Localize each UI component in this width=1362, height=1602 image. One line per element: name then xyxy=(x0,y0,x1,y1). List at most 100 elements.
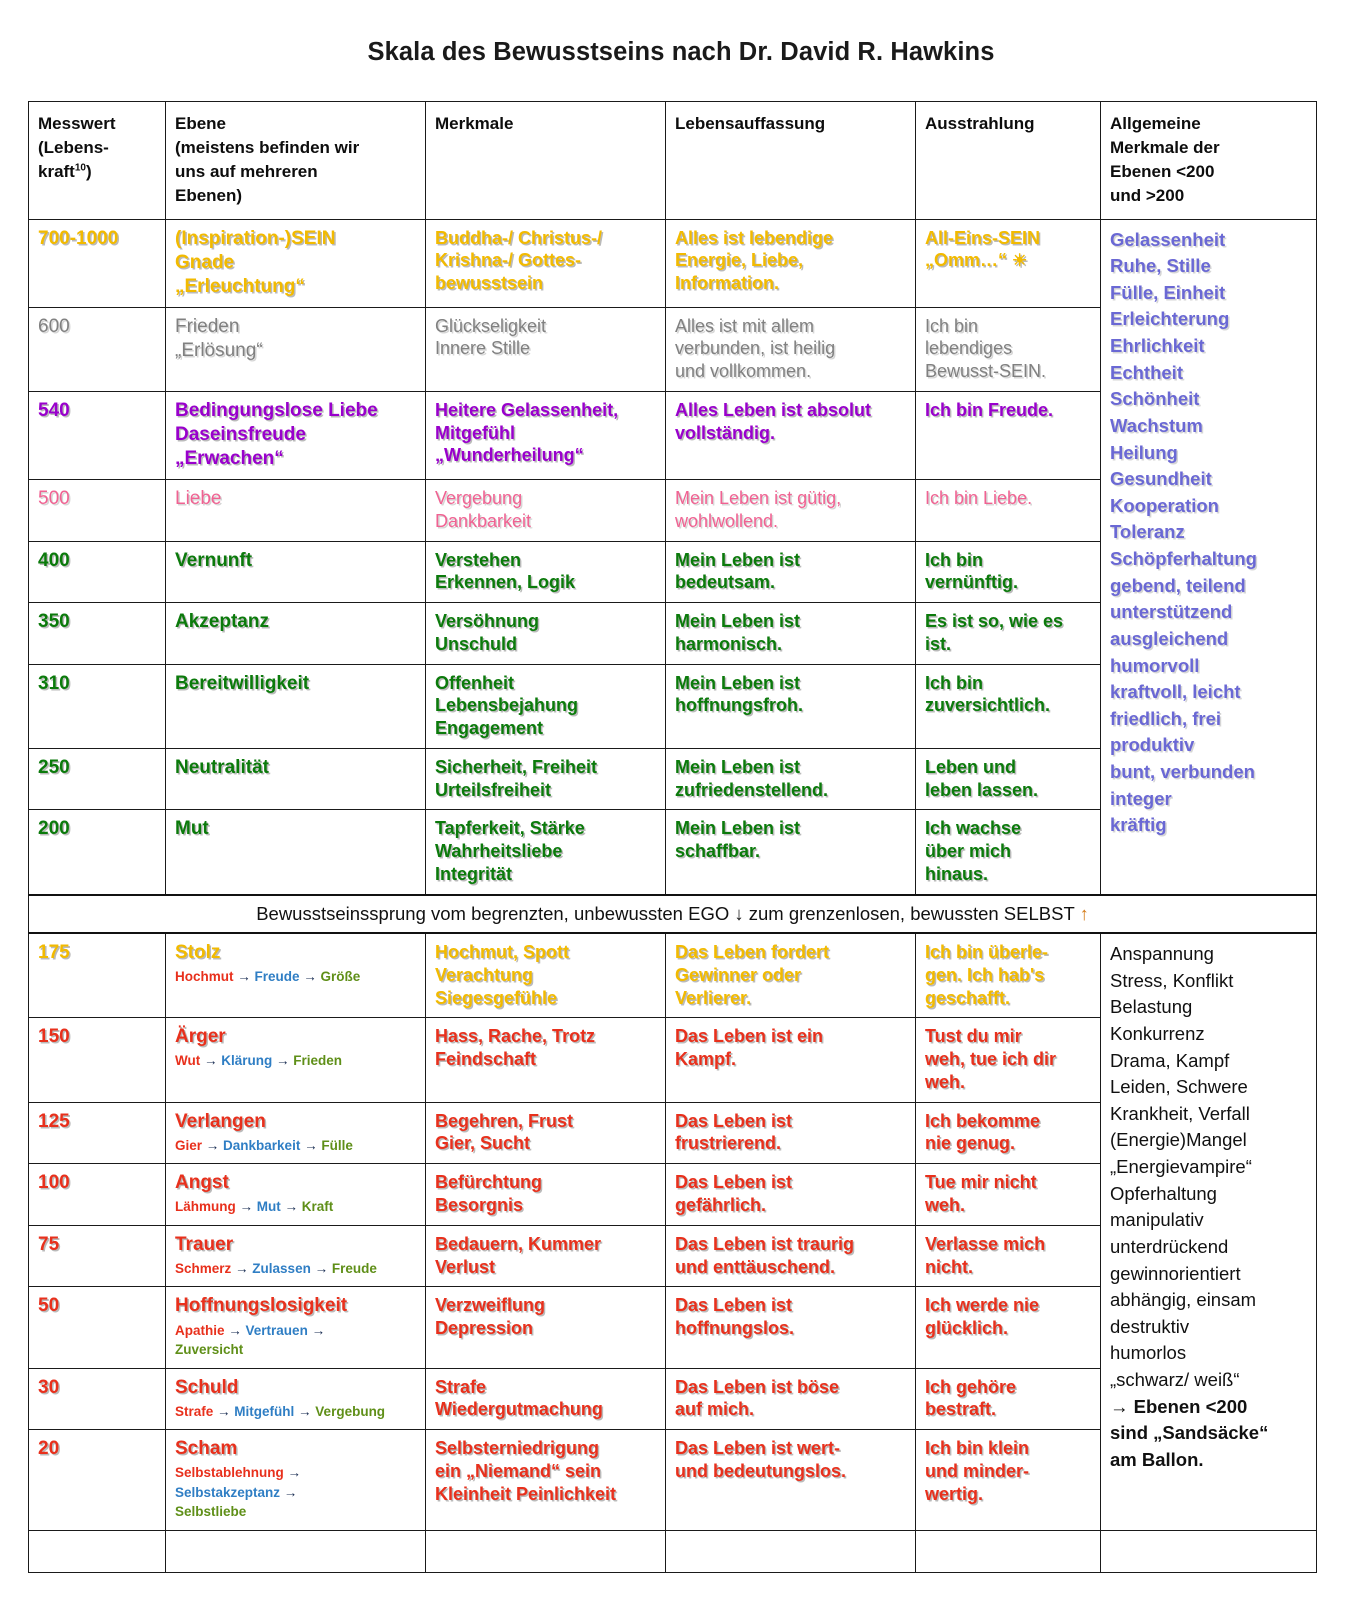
radiance: Ich bin Liebe. xyxy=(915,478,1101,542)
consciousness-jump-text: Bewusstseinssprung vom begrenzten, unbew… xyxy=(28,893,1317,935)
sun-icon: ☀ xyxy=(1012,251,1028,271)
characteristics: Sicherheit, Freiheit Urteilsfreiheit xyxy=(425,747,666,811)
radiance: Ich bin lebendiges Bewusst-SEIN. xyxy=(915,306,1101,392)
level-name: Ärger Wut → Klärung → Frieden xyxy=(165,1017,426,1103)
measure-value: 700-1000 xyxy=(28,218,166,308)
life-view: Das Leben ist frustrierend. xyxy=(665,1101,916,1165)
page-title: Skala des Bewusstseins nach Dr. David R.… xyxy=(367,38,995,66)
radiance: All-Eins-SEIN „Omm…“ ☀ xyxy=(915,218,1101,308)
measure-value: 350 xyxy=(28,602,166,665)
characteristics: Versöhnung Unschuld xyxy=(425,602,666,665)
level-name: Verlangen Gier → Dankbarkeit → Fülle xyxy=(165,1101,426,1165)
table-row: 50 Hoffnungslosigkeit Apathie → Vertrauen … xyxy=(28,1286,1317,1369)
life-view: Mein Leben ist bedeutsam. xyxy=(665,540,916,604)
consciousness-jump-divider-row: Bewusstseinssprung vom begrenzten, unbew… xyxy=(28,893,1317,935)
table-row: 500 Liebe Vergebung Dankbarkeit Mein Leben i… xyxy=(28,478,1317,542)
level-name: Angst Lähmung → Mut → Kraft xyxy=(165,1163,426,1226)
level-name: Bedingungslose Liebe Daseinsfreude „Erwach… xyxy=(165,390,426,480)
level-name: Schuld Strafe → Mitgefühl → Vergebung xyxy=(165,1367,426,1431)
table-row: 310 Bereitwilligkeit Offenheit Lebensbejahu… xyxy=(28,663,1317,749)
transformation-path: Gier → Dankbarkeit → Fülle xyxy=(175,1137,353,1153)
radiance: Es ist so, wie es ist. xyxy=(915,602,1101,665)
radiance: Leben und leben lassen. xyxy=(915,747,1101,811)
characteristics: Hochmut, Spott Verachtung Siegesgefühle xyxy=(425,932,666,1019)
characteristics: Bedauern, Kummer Verlust xyxy=(425,1224,666,1288)
transformation-path: Hochmut → Freude → Größe xyxy=(175,969,361,985)
life-view: Mein Leben ist zufriedenstellend. xyxy=(665,747,916,811)
transformation-path: Apathie → Vertrauen → Zuversicht xyxy=(175,1322,326,1358)
measure-value: 200 xyxy=(28,809,166,896)
radiance: Ich bin zuversichtlich. xyxy=(915,663,1101,749)
level-name: Neutralität xyxy=(165,747,426,811)
characteristics: Hass, Rache, Trotz Feindschaft xyxy=(425,1017,666,1103)
measure-value: 500 xyxy=(28,478,166,542)
measure-value: 50 xyxy=(28,1286,166,1369)
table-row: 150 Ärger Wut → Klärung → Frieden Hass, Rac… xyxy=(28,1017,1317,1103)
radiance: Tue mir nicht weh. xyxy=(915,1163,1101,1226)
characteristics: Buddha-/ Christus-/Krishna-/ Gottes-bewu… xyxy=(425,218,666,308)
table-row: 540 Bedingungslose Liebe Daseinsfreude „Erw… xyxy=(28,390,1317,480)
life-view: Mein Leben ist schaffbar. xyxy=(665,809,916,896)
radiance: Ich bin Freude. xyxy=(915,390,1101,480)
radiance: Ich gehöre bestraft. xyxy=(915,1367,1101,1431)
column-header-4: Ausstrahlung xyxy=(915,101,1101,220)
column-header-1: Ebene (meistens befinden wir uns auf mehre… xyxy=(165,101,426,220)
transformation-path: Wut → Klärung → Frieden xyxy=(175,1053,343,1069)
radiance: Tust du mir weh, tue ich dir weh. xyxy=(915,1017,1101,1103)
life-view: Das Leben fordert Gewinner oder Verlierer. xyxy=(665,932,916,1019)
radiance: Ich werde nie glücklich. xyxy=(915,1286,1101,1369)
measure-value: 75 xyxy=(28,1224,166,1288)
measure-value: 20 xyxy=(28,1429,166,1531)
general-characteristics-above-200: Gelassenheit Ruhe, Stille Fülle, Einheit Er… xyxy=(1100,218,1317,896)
level-name: Scham Selbstablehnung → Selbstakzeptanz → S… xyxy=(165,1429,426,1531)
characteristics: Begehren, Frust Gier, Sucht xyxy=(425,1101,666,1165)
table-row: 175 Stolz Hochmut → Freude → Größe Hochmut,… xyxy=(28,932,1317,1531)
level-name: Trauer Schmerz → Zulassen → Freude xyxy=(165,1224,426,1288)
measure-value: 600 xyxy=(28,306,166,392)
column-header-2: Merkmale xyxy=(425,101,666,220)
level-name: Bereitwilligkeit xyxy=(165,663,426,749)
transformation-path: Schmerz → Zulassen → Freude xyxy=(175,1260,377,1276)
radiance: Ich wachse über mich hinaus. xyxy=(915,809,1101,896)
life-view: Alles ist lebendige Energie, Liebe, Inform… xyxy=(665,218,916,308)
measure-value: 250 xyxy=(28,747,166,811)
life-view: Mein Leben ist harmonisch. xyxy=(665,602,916,665)
empty-cell xyxy=(665,1529,916,1573)
characteristics: Tapferkeit, Stärke Wahrheitsliebe Integrit… xyxy=(425,809,666,896)
level-name: Vernunft xyxy=(165,540,426,604)
measure-value: 540 xyxy=(28,390,166,480)
measure-value: 125 xyxy=(28,1101,166,1165)
transformation-path: Strafe → Mitgefühl → Vergebung xyxy=(175,1403,386,1419)
level-name: Mut xyxy=(165,809,426,896)
table-row: 400 Vernunft Verstehen Erkennen, Logik Mein … xyxy=(28,540,1317,604)
level-name: Frieden „Erlösung“ xyxy=(165,306,426,392)
radiance: Ich bin überle-gen. Ich hab's geschafft. xyxy=(915,932,1101,1019)
life-view: Mein Leben ist hoffnungsfroh. xyxy=(665,663,916,749)
characteristics: Strafe Wiedergutmachung xyxy=(425,1367,666,1431)
measure-value: 30 xyxy=(28,1367,166,1431)
characteristics: Offenheit Lebensbejahung Engagement xyxy=(425,663,666,749)
life-view: Das Leben ist ein Kampf. xyxy=(665,1017,916,1103)
measure-value: 175 xyxy=(28,932,166,1019)
up-arrow-icon: ↑ xyxy=(1079,902,1089,924)
table-row: 250 Neutralität Sicherheit, Freiheit Urteil… xyxy=(28,747,1317,811)
life-view: Das Leben ist traurig und enttäuschend. xyxy=(665,1224,916,1288)
table-row: 30 Schuld Strafe → Mitgefühl → Vergebung St… xyxy=(28,1367,1317,1431)
table-header-row: Messwert (Lebens-kraft10) Ebene (meistens b… xyxy=(28,101,1317,220)
characteristics: Vergebung Dankbarkeit xyxy=(425,478,666,542)
characteristics: Befürchtung Besorgnis xyxy=(425,1163,666,1226)
level-name: (Inspiration-)SEIN Gnade „Erleuchtung“ xyxy=(165,218,426,308)
table-row: 700-1000 (Inspiration-)SEIN Gnade „Erleucht… xyxy=(28,218,1317,896)
table-row-partial xyxy=(28,1529,1317,1573)
measure-value: 400 xyxy=(28,540,166,604)
measure-value: 150 xyxy=(28,1017,166,1103)
column-header-3: Lebensauffassung xyxy=(665,101,916,220)
life-view: Das Leben ist hoffnungslos. xyxy=(665,1286,916,1369)
table-row: 20 Scham Selbstablehnung → Selbstakzeptanz … xyxy=(28,1429,1317,1531)
measure-value: 310 xyxy=(28,663,166,749)
characteristics: Verstehen Erkennen, Logik xyxy=(425,540,666,604)
table-row: 600 Frieden „Erlösung“ Glückseligkeit Innere… xyxy=(28,306,1317,392)
level-name: Liebe xyxy=(165,478,426,542)
table-row: 350 Akzeptanz Versöhnung Unschuld Mein Leben… xyxy=(28,602,1317,665)
